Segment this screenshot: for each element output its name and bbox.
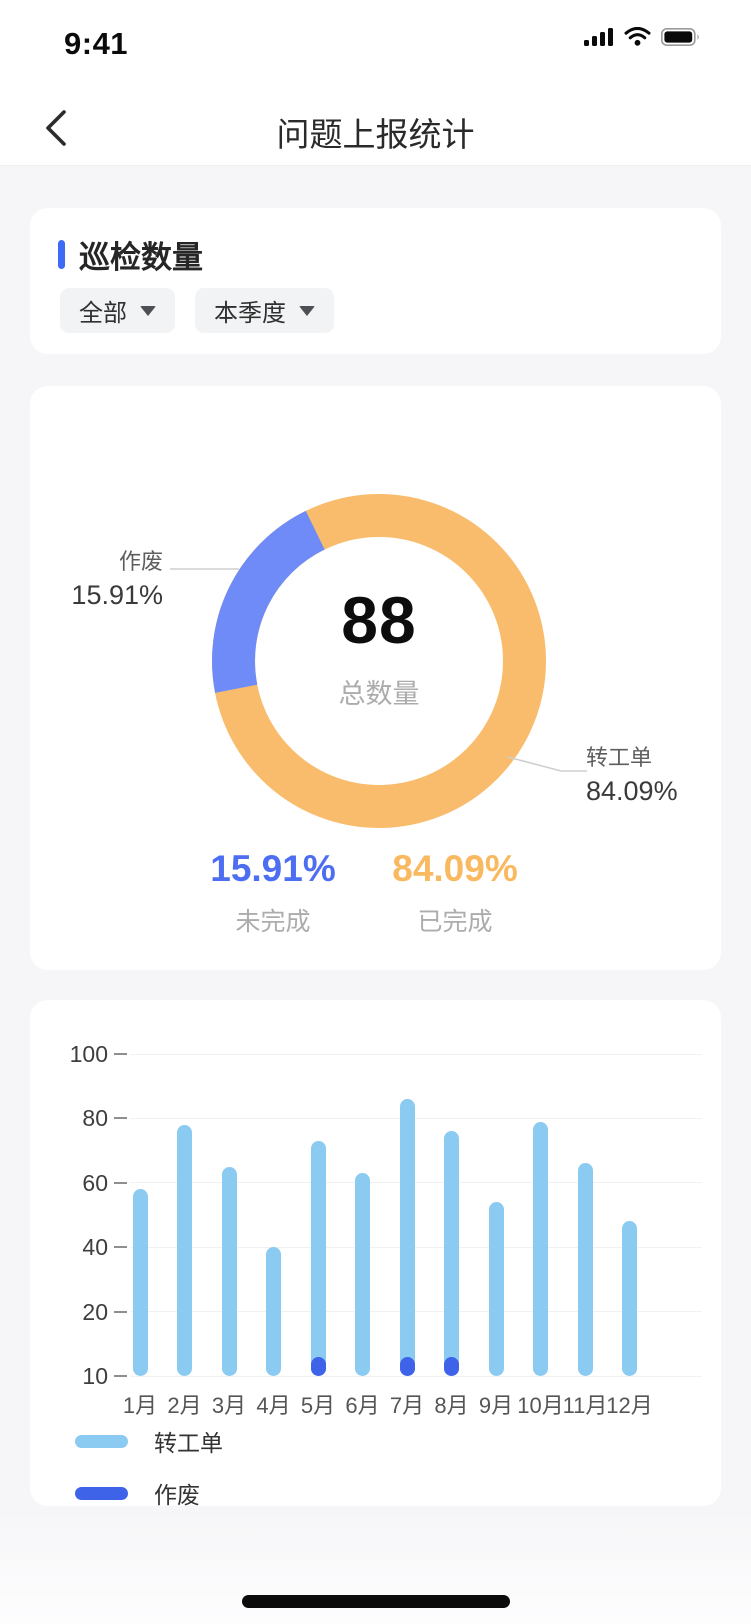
x-axis-label: 9月 [478, 1393, 514, 1418]
home-indicator[interactable] [242, 1595, 510, 1608]
stat-incomplete-value: 15.91% [210, 848, 336, 889]
bar-void-overlay [399, 1356, 415, 1376]
stat-incomplete-label: 未完成 [235, 908, 311, 936]
header: 9:41 [0, 0, 751, 166]
gridline [130, 1182, 702, 1184]
filter-dropdown-scope[interactable]: 全部 [60, 288, 175, 333]
bar-transfer [310, 1140, 326, 1376]
x-axis-label: 5月 [300, 1393, 336, 1418]
legend-item[interactable]: 作废 [75, 1476, 223, 1510]
legend-item[interactable]: 转工单 [75, 1424, 223, 1458]
dropdown-row: 全部 本季度 [60, 288, 334, 333]
donut-center-value: 88 [341, 583, 417, 657]
page-title: 问题上报统计 [276, 116, 475, 153]
section-title: 巡检数量 [79, 240, 203, 275]
chart-legend: 转工单 作废 [75, 1424, 223, 1510]
status-bar: 9:41 [0, 24, 751, 61]
section-head: 巡检数量 [58, 232, 203, 277]
bar-transfer [444, 1131, 459, 1376]
x-axis-label: 6月 [345, 1393, 380, 1418]
legend-label: 作废 [154, 1482, 200, 1508]
stat-complete-label: 已完成 [417, 908, 493, 936]
donut-chart [170, 494, 587, 828]
back-button[interactable] [34, 108, 78, 152]
y-axis-label: 60 [82, 1169, 108, 1196]
callout-pct: 84.09% [586, 776, 678, 806]
bar-transfer [577, 1163, 593, 1376]
dropdown-label: 本季度 [214, 300, 286, 327]
x-axis-label: 8月 [434, 1393, 469, 1418]
stat-incomplete: 15.91% 未完成 [210, 848, 336, 938]
section-accent-bar [58, 240, 65, 269]
y-axis-label: 80 [82, 1105, 108, 1132]
gridline [130, 1246, 702, 1248]
battery-icon [661, 27, 701, 51]
x-axis-label: 2月 [167, 1393, 202, 1418]
dropdown-label: 全部 [79, 300, 127, 327]
bar-chart: 10 20 40 60 80 100 1月 2月 3月 4月 5月 6月 7月 8月 9月 10月 11月 12月 [30, 1000, 721, 1506]
axis-tick [114, 1246, 127, 1249]
legend-label: 转工单 [154, 1430, 223, 1456]
callout-pct: 15.91% [71, 580, 163, 610]
bar-transfer [533, 1121, 548, 1376]
filter-card: 巡检数量 全部 本季度 [30, 208, 721, 354]
status-time: 9:41 [64, 26, 129, 61]
x-axis-label: 4月 [256, 1393, 291, 1418]
bar-void-overlay [444, 1356, 459, 1376]
bar-transfer [399, 1099, 415, 1376]
callout-void: 作废 15.91% [71, 544, 163, 611]
x-axis-label: 10月 [517, 1393, 564, 1418]
donut-card: 88 总数量 作废 15.91% 转工单 84.09% 15.91% 未完成 8… [30, 386, 721, 970]
stat-complete: 84.09% 已完成 [392, 848, 518, 938]
x-axis-label: 11月 [562, 1393, 608, 1418]
donut-center: 88 总数量 [239, 582, 519, 711]
y-axis-label: 20 [82, 1298, 108, 1325]
donut-arc-void [212, 510, 326, 693]
stat-complete-value: 84.09% [392, 848, 518, 889]
x-axis-label: 3月 [211, 1393, 247, 1418]
nav-bar: 问题上报统计 [0, 96, 751, 160]
y-axis-label: 40 [82, 1234, 108, 1261]
y-axis-label: 100 [69, 1041, 108, 1067]
bar-transfer [132, 1189, 148, 1376]
y-axis-label: 10 [82, 1363, 108, 1389]
bar-chart-card: 10 20 40 60 80 100 1月 2月 3月 4月 5月 6月 7月 8月 9月 10月 11月 12月… [30, 1000, 721, 1508]
x-axis-label: 1月 [122, 1393, 158, 1418]
bar-transfer [622, 1221, 637, 1376]
callout-name: 作废 [118, 549, 163, 574]
chevron-down-icon [299, 305, 315, 316]
chevron-left-icon [45, 109, 67, 152]
axis-tick [114, 1181, 127, 1184]
signal-icon [584, 27, 614, 51]
donut-center-label: 总数量 [338, 679, 420, 709]
status-icons [584, 26, 701, 51]
x-axis-label: 7月 [389, 1393, 425, 1418]
x-axis-label: 12月 [606, 1393, 653, 1418]
axis-tick [114, 1375, 127, 1377]
filter-dropdown-period[interactable]: 本季度 [195, 288, 334, 333]
gridline [130, 1311, 702, 1313]
wifi-icon [624, 26, 651, 51]
callout-line-right [507, 756, 587, 772]
axis-tick [114, 1117, 127, 1120]
legend-swatch [75, 1486, 128, 1500]
gridline [130, 1117, 702, 1119]
gridline [130, 1053, 702, 1055]
bar-transfer [488, 1202, 504, 1376]
axis-tick [114, 1310, 127, 1313]
gridline [130, 1375, 702, 1377]
bar-transfer [266, 1247, 281, 1376]
callout-name: 转工单 [586, 745, 653, 770]
bar-void-overlay [310, 1356, 326, 1376]
chevron-down-icon [140, 305, 156, 316]
bar-transfer [355, 1173, 370, 1376]
bar-transfer [177, 1124, 192, 1376]
legend-swatch [75, 1434, 128, 1448]
callout-transfer: 转工单 84.09% [586, 740, 678, 807]
axis-tick [114, 1053, 127, 1055]
bar-transfer [221, 1166, 237, 1376]
